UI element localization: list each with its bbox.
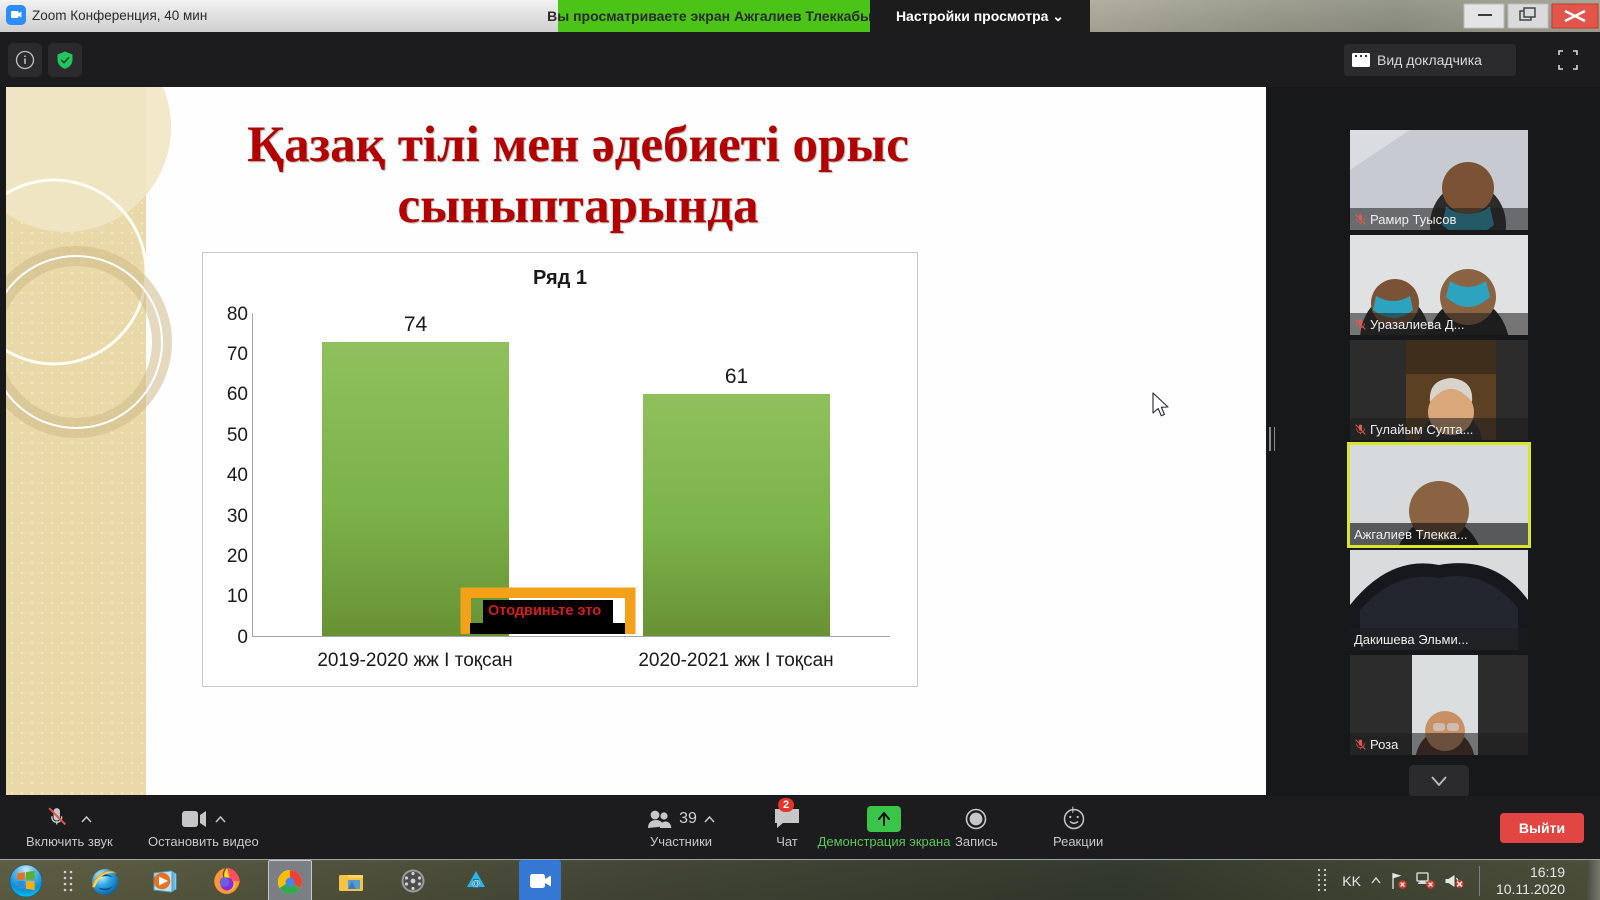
svg-text:@: @ — [472, 879, 480, 888]
